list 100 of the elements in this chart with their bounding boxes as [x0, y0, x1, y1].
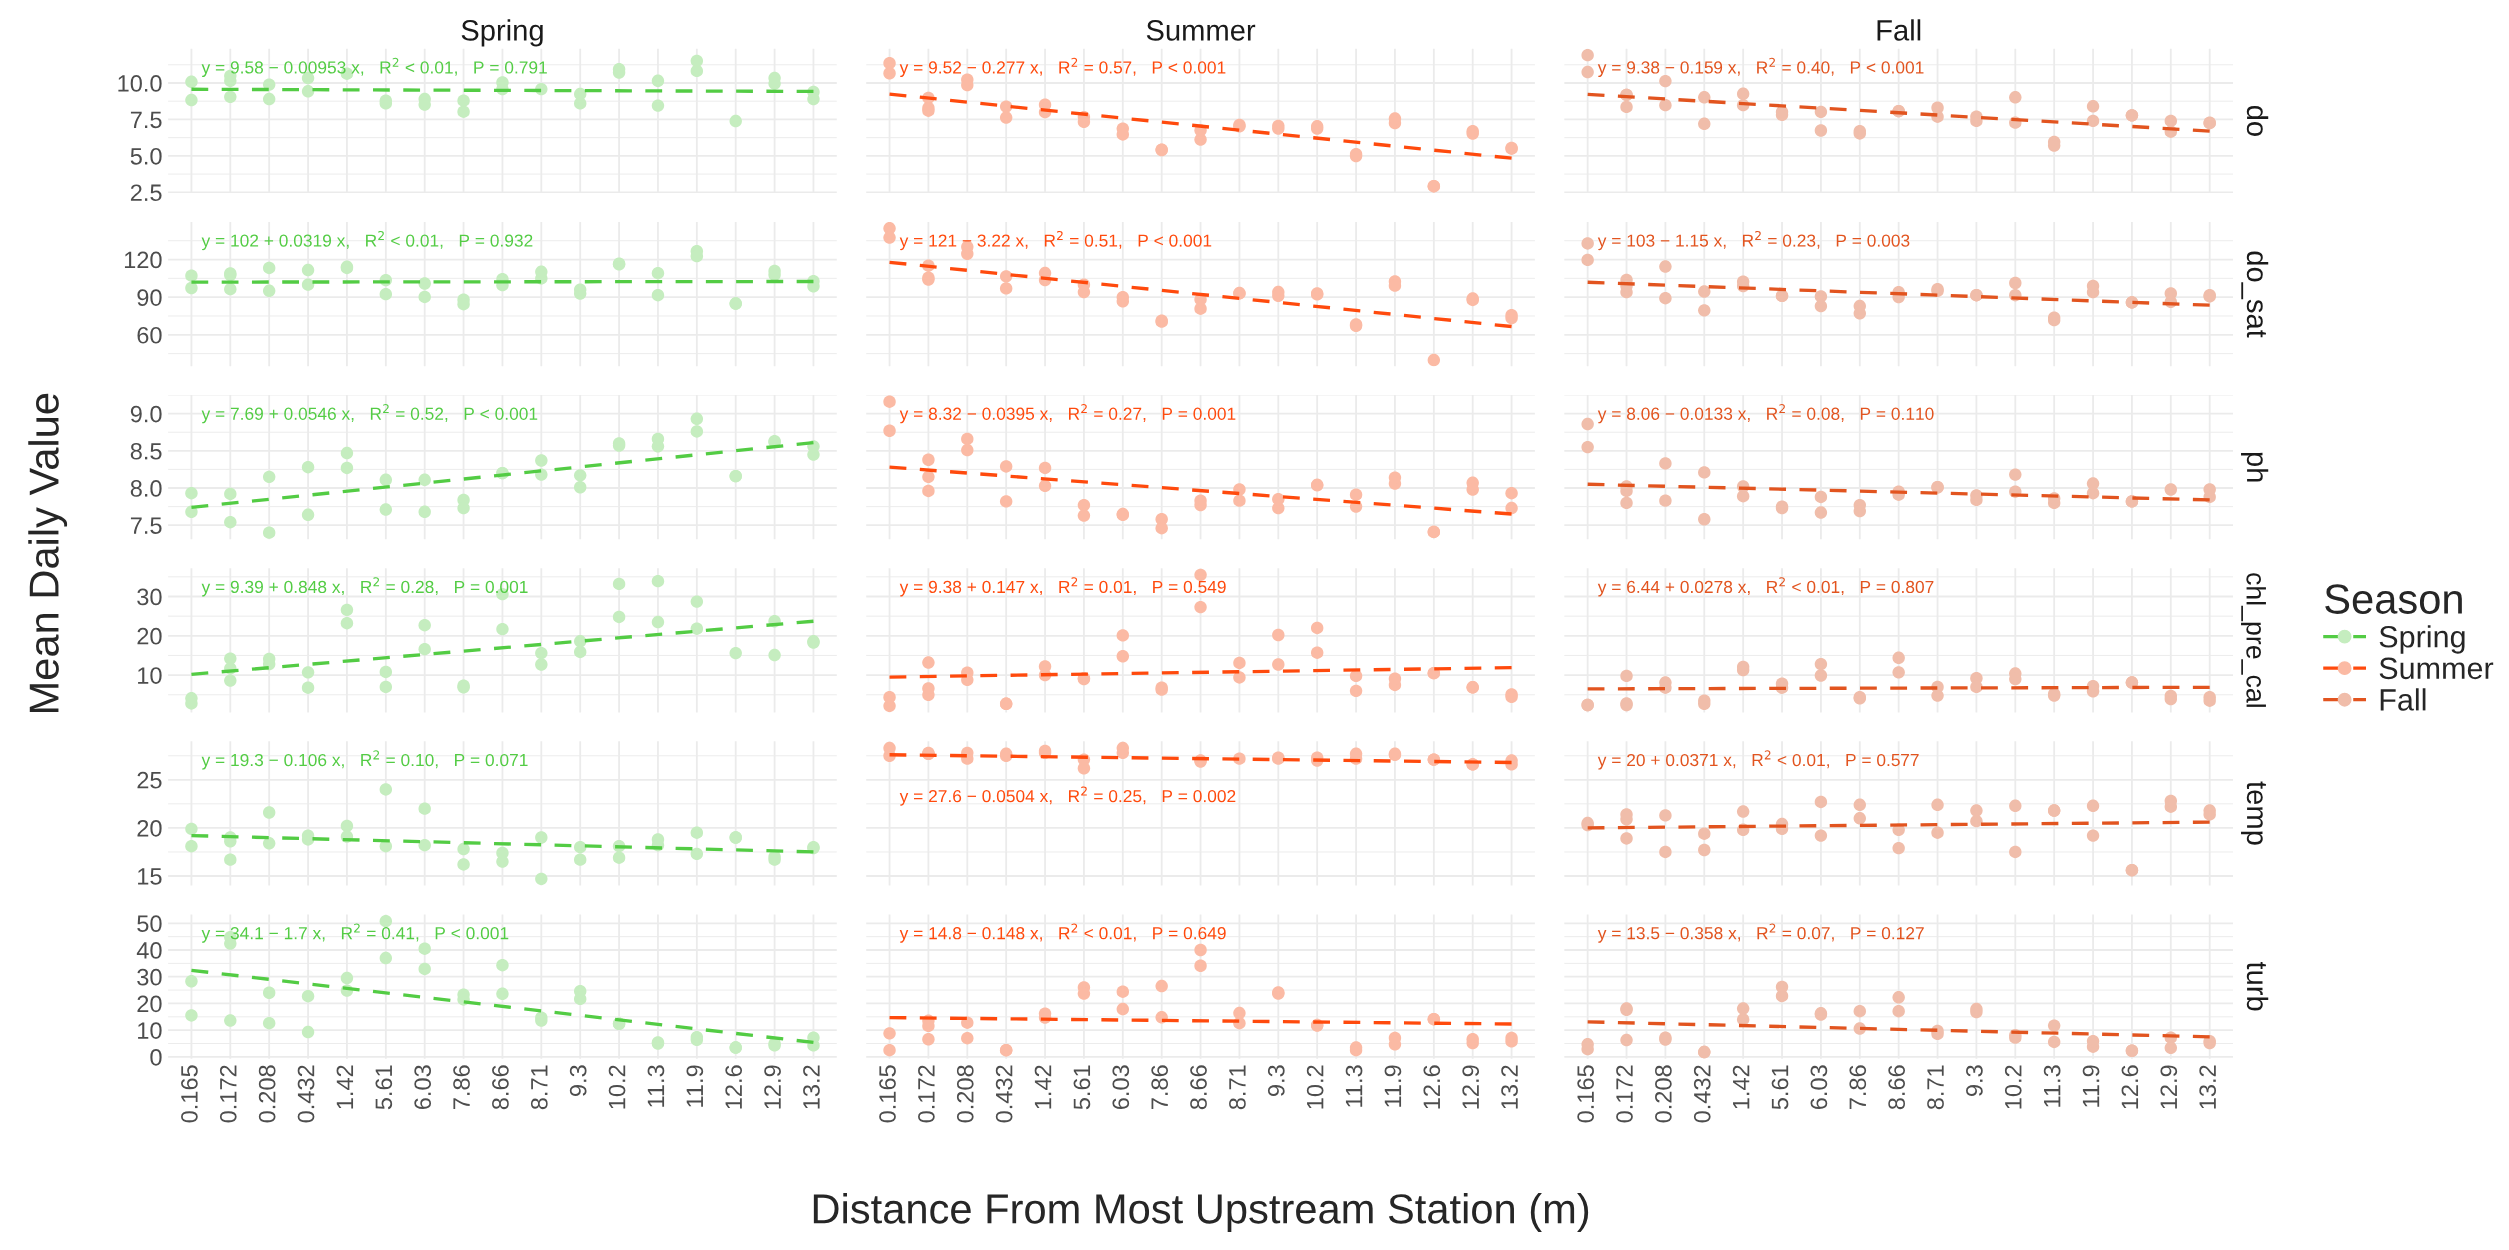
- y-tick-label: 30: [137, 968, 162, 986]
- x-tick-label: 0.208: [956, 1065, 974, 1123]
- x-tick-label: 11.9: [2082, 1065, 2100, 1107]
- y-tick-label: 40: [136, 942, 162, 959]
- legend-title: Season: [2325, 584, 2462, 614]
- legend-label: Fall: [2380, 688, 2426, 711]
- x-tick-label: 13.2: [803, 1065, 820, 1109]
- annotation: y = 9.39 + 0.848 x, R$^{2}$ = 0.28, P = 0.001: [201, 577, 528, 597]
- annotation: y = 121 − 3.22 x, R$^{2}$ = 0.51, P < 0.001: [899, 230, 1212, 251]
- x-tick-label: 6.03: [1810, 1065, 1828, 1110]
- annotation: y = 14.8 − 0.148 x, R$^{2}$ < 0.01, P = 0.649: [899, 923, 1226, 943]
- annotation: y = 9.52 − 0.277 x, R$^{2}$ = 0.57, P < 0.001: [899, 57, 1226, 78]
- y-tick-label: 30: [137, 588, 162, 606]
- y-tick-label: 10: [138, 667, 162, 684]
- y-tick-label: 60: [137, 326, 162, 344]
- x-tick-label: 1.42: [336, 1065, 354, 1109]
- x-tick-label: 0.172: [1616, 1065, 1633, 1123]
- x-tick-label: 0.432: [995, 1065, 1013, 1123]
- chart-title: Spring: [461, 19, 543, 47]
- x-tick-label: 10.2: [2004, 1065, 2022, 1109]
- x-tick-label: 0.208: [1655, 1065, 1672, 1123]
- annotation: y = 13.5 − 0.358 x, R$^{2}$ = 0.07, P = 0.127: [1597, 923, 1924, 943]
- annotation: y = 7.69 + 0.0546 x, R$^{2}$ = 0.52, P < 0.001: [201, 404, 538, 424]
- y-tick-label: 20: [137, 819, 162, 837]
- y-tick-label: 7.5: [130, 517, 162, 534]
- annotation: y = 103 − 1.15 x, R$^{2}$ = 0.23, P = 0.003: [1597, 230, 1910, 251]
- x-tick-label: 8.71: [1927, 1065, 1944, 1110]
- y-tick-label: 10: [138, 1022, 162, 1039]
- x-tick-label: 12.6: [725, 1065, 743, 1109]
- x-tick-label: 7.86: [1849, 1065, 1867, 1110]
- x-tick-label: 10.2: [1306, 1065, 1324, 1109]
- y-tick-label: 90: [137, 289, 162, 306]
- annotation: y = 27.6 − 0.0504 x, R$^{2}$ = 0.25, P = 0.002: [899, 786, 1236, 806]
- annotation: y = 9.58 − 0.00953 x, R$^{2}$ < 0.01, P = 0.791: [201, 57, 547, 78]
- x-tick-label: 7.86: [1151, 1065, 1169, 1110]
- x-tick-label: 8.66: [1190, 1065, 1207, 1110]
- legend-label: Summer: [2379, 657, 2494, 680]
- x-tick-label: 12.9: [764, 1065, 781, 1109]
- x-tick-label: 0.172: [918, 1065, 935, 1123]
- x-tick-label: 6.03: [1112, 1065, 1130, 1110]
- y-tick-label: 10.0: [118, 75, 162, 92]
- annotation: y = 34.1 − 1.7 x, R$^{2}$ = 0.41, P < 0.001: [201, 923, 509, 943]
- y2-axis-title: turb: [2246, 961, 2269, 1011]
- y-tick-label: 8.0: [130, 480, 162, 497]
- x-tick-label: 12.9: [2160, 1065, 2178, 1109]
- x-tick-label: 1.42: [1034, 1065, 1052, 1109]
- y-tick-label: 0: [150, 1048, 162, 1066]
- annotation: y = 6.44 + 0.0278 x, R$^{2}$ < 0.01, P = 0.807: [1597, 577, 1934, 597]
- x-tick-label: 0.208: [258, 1065, 276, 1123]
- x-tick-label: 6.03: [414, 1065, 432, 1110]
- y2-axis-title: temp: [2241, 781, 2266, 845]
- y-tick-label: 50: [137, 915, 162, 933]
- y-tick-label: 9.0: [130, 405, 162, 423]
- y-tick-label: 5.0: [130, 147, 162, 165]
- y-tick-label: 20: [137, 627, 162, 645]
- y-tick-label: 8.5: [130, 442, 162, 460]
- x-tick-label: 0.432: [297, 1065, 315, 1123]
- x-tick-label: 8.66: [1888, 1065, 1905, 1110]
- y-tick-label: 15: [138, 868, 162, 885]
- x-tick-label: 8.71: [1229, 1065, 1246, 1110]
- y-tick-label: 120: [124, 251, 162, 269]
- y-tick-label: 2.5: [130, 184, 162, 202]
- x-tick-label: 11.3: [1345, 1065, 1363, 1107]
- x-tick-label: 13.2: [1501, 1065, 1518, 1109]
- annotation: y = 102 + 0.0319 x, R$^{2}$ < 0.01, P = 0.932: [201, 230, 533, 251]
- y2-axis-title: chl_pre_cal: [2241, 573, 2266, 707]
- x-axis-title: Distance From Most Upstream Station (m): [813, 1193, 1589, 1232]
- chart-title: Fall: [1877, 19, 1921, 41]
- x-tick-label: 11.3: [2043, 1065, 2061, 1107]
- x-tick-label: 0.165: [879, 1065, 896, 1123]
- annotation: y = 9.38 + 0.147 x, R$^{2}$ = 0.01, P = 0.549: [899, 577, 1226, 597]
- x-tick-label: 7.86: [453, 1065, 470, 1110]
- x-tick-label: 5.61: [1771, 1065, 1789, 1110]
- x-tick-label: 0.165: [181, 1065, 198, 1123]
- x-tick-label: 5.61: [1073, 1065, 1091, 1110]
- x-tick-label: 11.3: [647, 1065, 665, 1107]
- x-tick-label: 11.9: [686, 1065, 704, 1107]
- annotation: y = 20 + 0.0371 x, R$^{2}$ < 0.01, P = 0.577: [1597, 750, 1919, 770]
- y2-axis-title: do_sat: [2241, 251, 2269, 338]
- x-tick-label: 9.3: [1267, 1065, 1285, 1097]
- x-tick-label: 1.42: [1732, 1065, 1750, 1109]
- y2-axis-title: ph: [2241, 452, 2269, 482]
- x-tick-label: 0.172: [219, 1065, 237, 1123]
- y-tick-label: 25: [137, 771, 162, 789]
- x-tick-label: 10.2: [608, 1065, 626, 1109]
- x-tick-label: 12.9: [1462, 1065, 1480, 1109]
- x-tick-label: 5.61: [375, 1065, 393, 1110]
- x-tick-label: 8.71: [530, 1065, 548, 1110]
- chart-title: Summer: [1146, 20, 1256, 41]
- annotation: y = 8.32 − 0.0395 x, R$^{2}$ = 0.27, P = 0.001: [899, 404, 1236, 424]
- x-tick-label: 9.3: [569, 1065, 587, 1097]
- y-axis-title: Mean Daily Value: [28, 393, 68, 713]
- x-tick-label: 0.165: [1577, 1065, 1594, 1123]
- x-tick-label: 11.9: [1384, 1065, 1402, 1107]
- annotation: y = 9.38 − 0.159 x, R$^{2}$ = 0.40, P < 0.001: [1597, 57, 1924, 78]
- x-tick-label: 8.66: [492, 1065, 509, 1110]
- y-tick-label: 20: [137, 995, 162, 1013]
- y-tick-label: 7.5: [130, 111, 162, 129]
- legend-label: Spring: [2379, 625, 2465, 654]
- y2-axis-title: do: [2246, 105, 2269, 136]
